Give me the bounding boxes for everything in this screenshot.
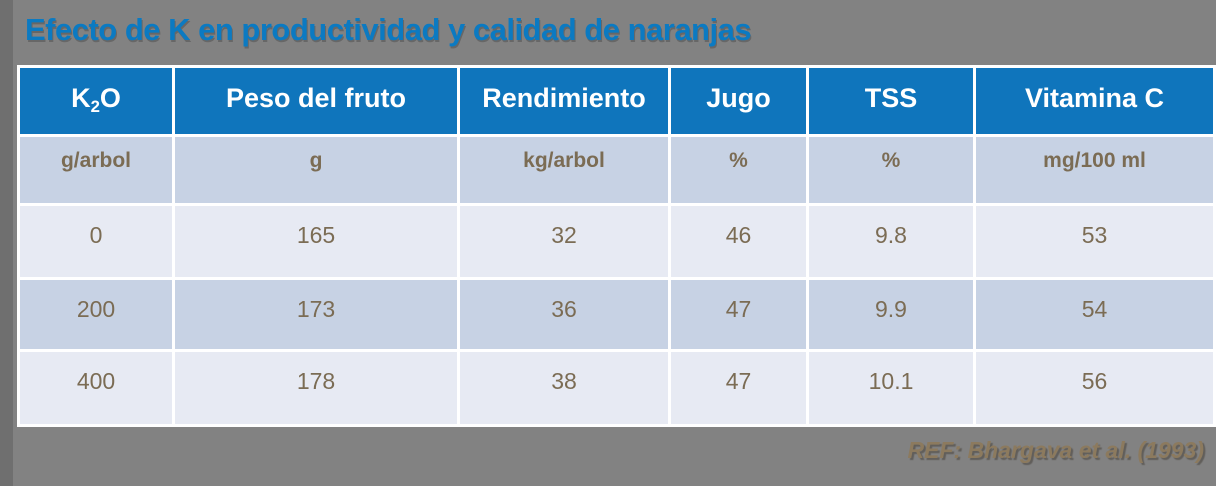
column-header-k2o: K2O [20, 68, 172, 134]
table-row: 200 173 36 47 9.9 54 [20, 280, 1213, 349]
data-table-container: K2O Peso del fruto Rendimiento Jugo TSS … [17, 65, 1216, 427]
table-cell: 47 [671, 280, 806, 349]
table-cell: 178 [175, 352, 457, 424]
table-cell: 47 [671, 352, 806, 424]
column-header-peso: Peso del fruto [175, 68, 457, 134]
unit-cell-jugo: % [671, 137, 806, 203]
table-cell: 400 [20, 352, 172, 424]
slide-left-edge [0, 0, 13, 486]
unit-cell-peso: g [175, 137, 457, 203]
page-title: Efecto de K en productividad y calidad d… [25, 12, 752, 47]
table-cell: 9.8 [809, 206, 973, 277]
column-header-vitamina-c: Vitamina C [976, 68, 1213, 134]
table-units-row: g/arbol g kg/arbol % % mg/100 ml [20, 137, 1213, 203]
column-header-jugo: Jugo [671, 68, 806, 134]
table-cell: 0 [20, 206, 172, 277]
column-header-tss: TSS [809, 68, 973, 134]
k2o-subscript: 2 [90, 96, 100, 116]
unit-cell-rendimiento: kg/arbol [460, 137, 668, 203]
reference-citation: REF: Bhargava et al. (1993) [907, 437, 1204, 463]
data-table: K2O Peso del fruto Rendimiento Jugo TSS … [17, 65, 1216, 427]
table-cell: 53 [976, 206, 1213, 277]
table-cell: 46 [671, 206, 806, 277]
table-cell: 32 [460, 206, 668, 277]
table-header-row: K2O Peso del fruto Rendimiento Jugo TSS … [20, 68, 1213, 134]
table-row: 400 178 38 47 10.1 56 [20, 352, 1213, 424]
k2o-rest: O [99, 83, 121, 113]
table-cell: 9.9 [809, 280, 973, 349]
column-header-rendimiento: Rendimiento [460, 68, 668, 134]
unit-cell-k2o: g/arbol [20, 137, 172, 203]
table-cell: 56 [976, 352, 1213, 424]
k2o-base: K [71, 83, 91, 113]
table-cell: 200 [20, 280, 172, 349]
unit-cell-tss: % [809, 137, 973, 203]
unit-cell-vitamina-c: mg/100 ml [976, 137, 1213, 203]
table-row: 0 165 32 46 9.8 53 [20, 206, 1213, 277]
table-cell: 173 [175, 280, 457, 349]
table-cell: 165 [175, 206, 457, 277]
table-cell: 38 [460, 352, 668, 424]
table-cell: 10.1 [809, 352, 973, 424]
table-cell: 54 [976, 280, 1213, 349]
table-cell: 36 [460, 280, 668, 349]
